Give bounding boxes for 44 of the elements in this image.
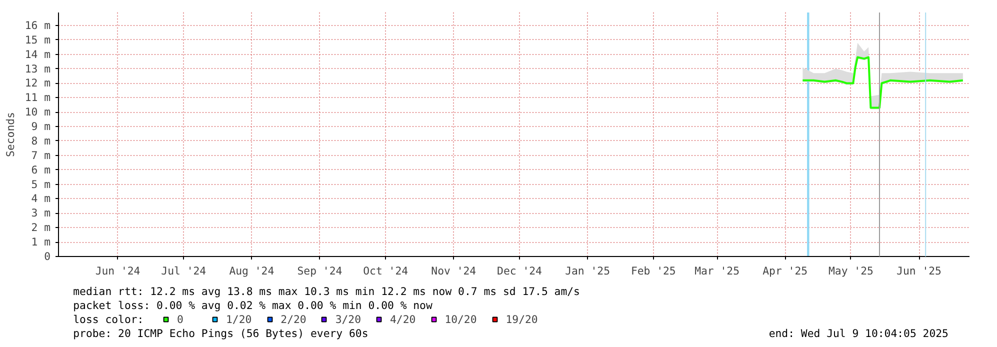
x-tick-label: Nov '24 — [431, 264, 476, 278]
y-tick-label: 0 — [44, 250, 51, 263]
legend-label: 3/20 — [335, 312, 362, 326]
legend-label: 0 — [177, 312, 184, 326]
x-tick-label: Jun '25 — [896, 264, 942, 278]
x-tick-label: Mar '25 — [694, 264, 740, 278]
text: end: Wed Jul 9 10:04:05 2025 — [768, 327, 948, 340]
x-tick-label: Oct '24 — [363, 264, 408, 278]
x-tick-label: Feb '25 — [630, 264, 676, 278]
line-series — [802, 56, 964, 109]
legend-title: loss color: — [73, 313, 144, 326]
legend-label: 19/20 — [506, 312, 538, 326]
y-tick-label: 5 m — [31, 178, 51, 191]
y-tick-label: 11 m — [24, 91, 51, 104]
legend-label: 4/20 — [390, 312, 416, 326]
y-tick-label: 13 m — [24, 62, 51, 76]
y-tick-label: 16 m — [24, 18, 51, 32]
legend-label: 2/20 — [280, 312, 306, 326]
y-tick-label: 8 m — [31, 134, 51, 148]
x-tick-label: Apr '25 — [762, 264, 808, 278]
y-tick-label: 4 m — [31, 192, 51, 206]
y-axis-title: Seconds — [4, 112, 17, 157]
legend-label: 10/20 — [444, 312, 477, 326]
y-tick-label: 14 m — [24, 48, 51, 61]
x-tick-label: Dec '24 — [497, 264, 542, 278]
y-tick-label: 1 m — [31, 236, 51, 249]
x-tick-label: Aug '24 — [229, 264, 274, 278]
y-tick-label: 12 m — [24, 76, 51, 90]
x-tick-label: Jun '24 — [95, 264, 140, 278]
legend-label: 1/20 — [226, 312, 252, 326]
y-tick-label: 10 m — [24, 106, 51, 119]
y-tick-label: 9 m — [31, 120, 51, 134]
x-tick-label: Jul '24 — [161, 264, 206, 278]
y-tick-label: 6 m — [31, 163, 51, 176]
y-tick-label: 3 m — [31, 206, 51, 220]
y-tick-label: 2 m — [31, 221, 51, 234]
text: packet loss: 0.00 % avg 0.02 % max 0.00 % min 0.00 % now — [73, 299, 433, 312]
text: median rtt: 12.2 ms avg 13.8 ms max 10.3 ms min 12.2 ms now 0.7 ms sd 17.5 am/s — [73, 285, 580, 298]
x-tick-label: Sep '24 — [297, 264, 342, 278]
x-tick-label: May '25 — [828, 264, 874, 278]
x-tick-label: Jan '25 — [565, 264, 610, 278]
text: probe: 20 ICMP Echo Pings (56 Bytes) every 60s — [73, 327, 368, 340]
y-tick-label: 15 m — [24, 33, 51, 46]
y-tick-label: 7 m — [31, 148, 51, 162]
